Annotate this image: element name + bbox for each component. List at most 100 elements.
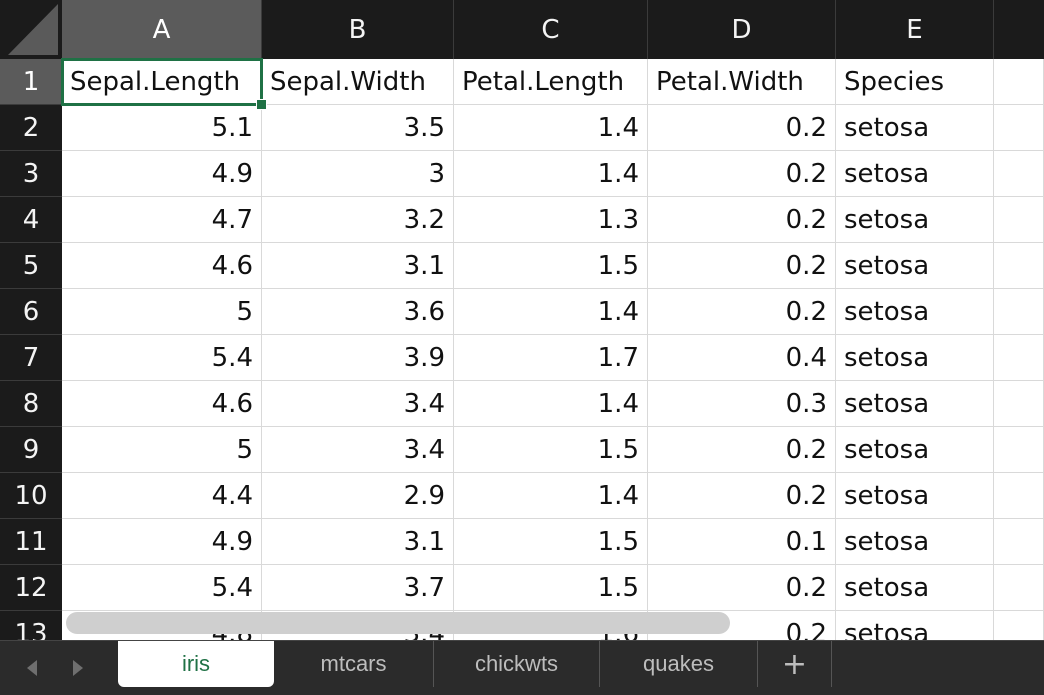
- cell-d12[interactable]: 0.2: [648, 565, 836, 611]
- cell-e1[interactable]: Species: [836, 59, 994, 105]
- row-header-10[interactable]: 10: [0, 473, 62, 519]
- chevron-left-icon[interactable]: [12, 641, 52, 695]
- cell-d6[interactable]: 0.2: [648, 289, 836, 335]
- column-header-a[interactable]: A: [62, 0, 262, 59]
- cell-f9[interactable]: [994, 427, 1044, 473]
- cell-a6[interactable]: 5: [62, 289, 262, 335]
- cell-f12[interactable]: [994, 565, 1044, 611]
- cell-f1[interactable]: [994, 59, 1044, 105]
- sheet-tab-iris[interactable]: iris: [118, 641, 274, 687]
- cell-a3[interactable]: 4.9: [62, 151, 262, 197]
- cell-e7[interactable]: setosa: [836, 335, 994, 381]
- cell-d9[interactable]: 0.2: [648, 427, 836, 473]
- cell-f3[interactable]: [994, 151, 1044, 197]
- cell-d5[interactable]: 0.2: [648, 243, 836, 289]
- cell-e11[interactable]: setosa: [836, 519, 994, 565]
- cell-b9[interactable]: 3.4: [262, 427, 454, 473]
- cell-a9[interactable]: 5: [62, 427, 262, 473]
- cell-a12[interactable]: 5.4: [62, 565, 262, 611]
- row-header-7[interactable]: 7: [0, 335, 62, 381]
- column-header-c[interactable]: C: [454, 0, 648, 59]
- cell-c9[interactable]: 1.5: [454, 427, 648, 473]
- cell-e2[interactable]: setosa: [836, 105, 994, 151]
- cell-c10[interactable]: 1.4: [454, 473, 648, 519]
- column-header-f[interactable]: [994, 0, 1044, 59]
- cell-a1[interactable]: Sepal.Length: [61, 58, 263, 106]
- cell-d7[interactable]: 0.4: [648, 335, 836, 381]
- cell-d8[interactable]: 0.3: [648, 381, 836, 427]
- cell-a2[interactable]: 5.1: [62, 105, 262, 151]
- cell-d10[interactable]: 0.2: [648, 473, 836, 519]
- cell-f8[interactable]: [994, 381, 1044, 427]
- chevron-right-icon[interactable]: [58, 641, 98, 695]
- cell-a10[interactable]: 4.4: [62, 473, 262, 519]
- fill-handle[interactable]: [256, 99, 267, 110]
- row-header-12[interactable]: 12: [0, 565, 62, 611]
- cell-e6[interactable]: setosa: [836, 289, 994, 335]
- cell-c1[interactable]: Petal.Length: [454, 59, 648, 105]
- sheet-tab-quakes[interactable]: quakes: [600, 641, 758, 687]
- cell-d3[interactable]: 0.2: [648, 151, 836, 197]
- cell-e3[interactable]: setosa: [836, 151, 994, 197]
- cell-b2[interactable]: 3.5: [262, 105, 454, 151]
- cell-e4[interactable]: setosa: [836, 197, 994, 243]
- cell-c2[interactable]: 1.4: [454, 105, 648, 151]
- column-header-b[interactable]: B: [262, 0, 454, 59]
- sheet-tab-mtcars[interactable]: mtcars: [274, 641, 434, 687]
- cell-f10[interactable]: [994, 473, 1044, 519]
- row-header-5[interactable]: 5: [0, 243, 62, 289]
- cell-c12[interactable]: 1.5: [454, 565, 648, 611]
- cell-b12[interactable]: 3.7: [262, 565, 454, 611]
- horizontal-scrollbar[interactable]: [66, 612, 730, 634]
- cell-a11[interactable]: 4.9: [62, 519, 262, 565]
- cell-e5[interactable]: setosa: [836, 243, 994, 289]
- cell-f4[interactable]: [994, 197, 1044, 243]
- cell-b10[interactable]: 2.9: [262, 473, 454, 519]
- cell-b1[interactable]: Sepal.Width: [262, 59, 454, 105]
- cell-d2[interactable]: 0.2: [648, 105, 836, 151]
- cell-a4[interactable]: 4.7: [62, 197, 262, 243]
- cell-c5[interactable]: 1.5: [454, 243, 648, 289]
- row-header-4[interactable]: 4: [0, 197, 62, 243]
- column-header-d[interactable]: D: [648, 0, 836, 59]
- cell-b3[interactable]: 3: [262, 151, 454, 197]
- row-header-11[interactable]: 11: [0, 519, 62, 565]
- select-all-corner[interactable]: [0, 0, 62, 59]
- cell-f6[interactable]: [994, 289, 1044, 335]
- cell-b7[interactable]: 3.9: [262, 335, 454, 381]
- cell-e10[interactable]: setosa: [836, 473, 994, 519]
- cell-e8[interactable]: setosa: [836, 381, 994, 427]
- cell-d4[interactable]: 0.2: [648, 197, 836, 243]
- cell-b4[interactable]: 3.2: [262, 197, 454, 243]
- cell-d11[interactable]: 0.1: [648, 519, 836, 565]
- cell-c6[interactable]: 1.4: [454, 289, 648, 335]
- row-header-6[interactable]: 6: [0, 289, 62, 335]
- cell-c8[interactable]: 1.4: [454, 381, 648, 427]
- row-header-8[interactable]: 8: [0, 381, 62, 427]
- cell-f7[interactable]: [994, 335, 1044, 381]
- add-sheet-button[interactable]: +: [758, 641, 832, 687]
- cell-b8[interactable]: 3.4: [262, 381, 454, 427]
- cell-c11[interactable]: 1.5: [454, 519, 648, 565]
- row-header-9[interactable]: 9: [0, 427, 62, 473]
- cell-f5[interactable]: [994, 243, 1044, 289]
- row-header-1[interactable]: 1: [0, 59, 62, 105]
- cell-c4[interactable]: 1.3: [454, 197, 648, 243]
- cell-b6[interactable]: 3.6: [262, 289, 454, 335]
- row-header-2[interactable]: 2: [0, 105, 62, 151]
- column-header-e[interactable]: E: [836, 0, 994, 59]
- cell-e9[interactable]: setosa: [836, 427, 994, 473]
- cell-a8[interactable]: 4.6: [62, 381, 262, 427]
- cell-a7[interactable]: 5.4: [62, 335, 262, 381]
- cell-b5[interactable]: 3.1: [262, 243, 454, 289]
- cell-e12[interactable]: setosa: [836, 565, 994, 611]
- row-header-3[interactable]: 3: [0, 151, 62, 197]
- cell-a5[interactable]: 4.6: [62, 243, 262, 289]
- sheet-tab-chickwts[interactable]: chickwts: [434, 641, 600, 687]
- cell-b11[interactable]: 3.1: [262, 519, 454, 565]
- cell-d1[interactable]: Petal.Width: [648, 59, 836, 105]
- cell-c7[interactable]: 1.7: [454, 335, 648, 381]
- cell-c3[interactable]: 1.4: [454, 151, 648, 197]
- cell-f2[interactable]: [994, 105, 1044, 151]
- cell-f11[interactable]: [994, 519, 1044, 565]
